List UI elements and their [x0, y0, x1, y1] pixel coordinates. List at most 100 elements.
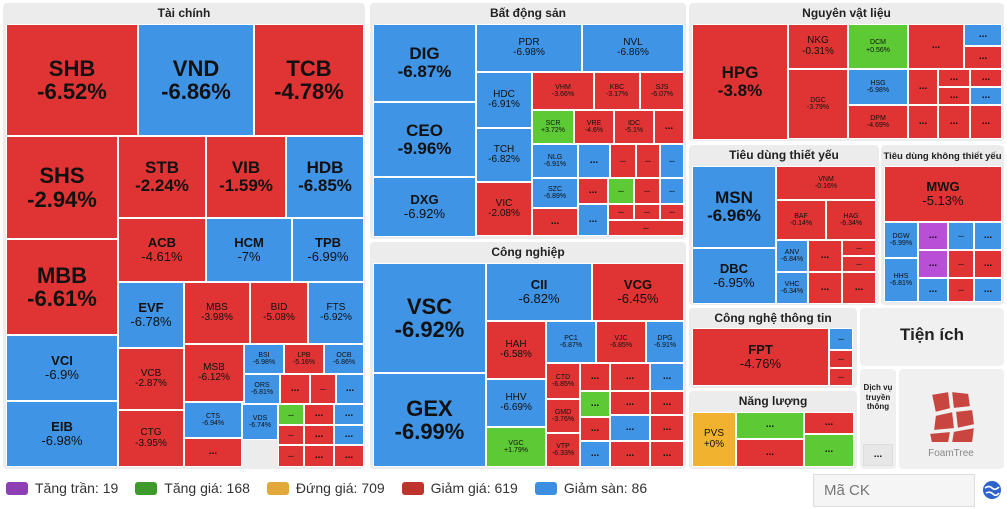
stock-tile-hdb[interactable]: HDB -6.85%: [286, 136, 364, 218]
more-tile[interactable]: ...: [948, 222, 974, 250]
stock-tile-shs[interactable]: SHS -2.94%: [6, 136, 118, 239]
stock-tile-hhv[interactable]: HHV -6.69%: [486, 379, 546, 427]
stock-tile-ocb[interactable]: OCB -6.86%: [324, 344, 364, 374]
stock-tile-vic[interactable]: VIC -2.08%: [476, 182, 532, 236]
stock-tile-gex[interactable]: GEX -6.99%: [373, 373, 486, 467]
more-tile[interactable]: ...: [964, 24, 1002, 46]
more-tile[interactable]: ...: [842, 272, 876, 304]
legend-item-tang-tran[interactable]: Tăng trần: 19: [6, 480, 118, 496]
more-tile[interactable]: ...: [278, 425, 304, 445]
more-tile[interactable]: ...: [804, 412, 854, 434]
stock-tile-pdr[interactable]: PDR -6.98%: [476, 24, 582, 72]
more-tile[interactable]: ...: [736, 439, 804, 467]
stock-tile-kbc[interactable]: KBC -3.17%: [594, 72, 640, 110]
stock-tile-nvl[interactable]: NVL -6.86%: [582, 24, 684, 72]
stock-tile-szc[interactable]: SZC -6.89%: [532, 178, 578, 208]
stock-tile-evf[interactable]: EVF -6.78%: [118, 282, 184, 348]
more-tile[interactable]: ...: [938, 69, 970, 87]
more-tile[interactable]: ...: [634, 178, 660, 204]
stock-tile-mbs[interactable]: MBS -3.98%: [184, 282, 250, 344]
stock-tile-vnm[interactable]: VNM -0.16%: [776, 166, 876, 200]
sector-tien-ich[interactable]: Tiện ích: [860, 308, 1004, 366]
stock-tile-dig[interactable]: DIG -6.87%: [373, 24, 476, 102]
stock-tile-pvs[interactable]: PVS +0%: [692, 412, 736, 467]
stock-tile-idc[interactable]: IDC -5.1%: [614, 110, 654, 144]
stock-tile-dcm[interactable]: DCM +0.56%: [848, 24, 908, 69]
more-tile[interactable]: ...: [974, 250, 1002, 278]
stock-tile-vjc[interactable]: VJC -6.85%: [596, 321, 646, 363]
stock-tile-vnd[interactable]: VND -6.86%: [138, 24, 254, 136]
more-tile[interactable]: ...: [842, 256, 876, 272]
stock-tile-acb[interactable]: ACB -4.61%: [118, 218, 206, 282]
more-tile[interactable]: ...: [938, 87, 970, 105]
more-tile[interactable]: ...: [654, 110, 684, 144]
stock-tile-tcb[interactable]: TCB -4.78%: [254, 24, 364, 136]
more-tile[interactable]: ...: [650, 391, 684, 415]
more-tile[interactable]: ...: [736, 412, 804, 439]
more-tile[interactable]: ...: [608, 220, 684, 236]
stock-tile-vhm[interactable]: VHM -3.66%: [532, 72, 594, 110]
more-tile[interactable]: ...: [278, 445, 304, 467]
more-tile[interactable]: ...: [304, 404, 334, 425]
stock-tile-dgc[interactable]: DGC -3.79%: [788, 69, 848, 139]
stock-tile-ctg[interactable]: CTG -3.95%: [118, 410, 184, 467]
stock-tile-dgw[interactable]: DGW -6.99%: [884, 222, 918, 258]
stock-tile-anv[interactable]: ANV -6.84%: [776, 240, 808, 272]
more-tile[interactable]: ...: [908, 24, 964, 69]
legend-item-giam-san[interactable]: Giảm sàn: 86: [534, 480, 647, 496]
more-tile[interactable]: ...: [970, 105, 1002, 139]
stock-tile-fpt[interactable]: FPT -4.76%: [692, 328, 829, 386]
more-tile[interactable]: ...: [650, 441, 684, 467]
stock-tile-hcm[interactable]: HCM -7%: [206, 218, 292, 282]
more-tile[interactable]: ...: [334, 404, 364, 425]
more-tile[interactable]: ...: [970, 87, 1002, 105]
stock-tile-nlg[interactable]: NLG -6.91%: [532, 144, 578, 178]
more-tile[interactable]: ...: [608, 204, 634, 220]
more-tile[interactable]: ...: [660, 144, 684, 178]
stock-tile-hpg[interactable]: HPG -3.8%: [692, 24, 788, 140]
more-tile[interactable]: ...: [948, 278, 974, 302]
more-tile[interactable]: ...: [608, 178, 634, 204]
more-tile[interactable]: ...: [278, 404, 304, 425]
more-tile[interactable]: ...: [970, 69, 1002, 87]
more-tile[interactable]: ...: [974, 278, 1002, 302]
more-tile[interactable]: ...: [974, 222, 1002, 250]
more-tile[interactable]: ...: [184, 438, 242, 467]
stock-tile-hah[interactable]: HAH -6.58%: [486, 321, 546, 379]
stock-tile-ctd[interactable]: CTD -6.85%: [546, 363, 580, 399]
more-tile[interactable]: ...: [938, 105, 970, 139]
more-tile[interactable]: ...: [310, 374, 336, 404]
more-tile[interactable]: ...: [610, 391, 650, 415]
more-tile[interactable]: ...: [334, 425, 364, 445]
stock-tile-bid[interactable]: BID -5.08%: [250, 282, 308, 344]
more-tile[interactable]: ...: [634, 204, 660, 220]
globe-icon[interactable]: [982, 480, 1002, 500]
stock-tile-stb[interactable]: STB -2.24%: [118, 136, 206, 218]
stock-tile-bsi[interactable]: BSI -6.98%: [244, 344, 284, 374]
more-tile[interactable]: ...: [804, 434, 854, 467]
more-tile[interactable]: ...: [829, 328, 853, 350]
stock-tile-dpm[interactable]: DPM -4.69%: [848, 105, 908, 139]
more-tile[interactable]: ...: [580, 441, 610, 467]
stock-tile-msb[interactable]: MSB -6.12%: [184, 344, 244, 402]
more-tile[interactable]: ...: [280, 374, 310, 404]
more-tile[interactable]: ...: [304, 445, 334, 467]
more-tile[interactable]: ...: [532, 208, 578, 236]
stock-tile-vcg[interactable]: VCG -6.45%: [592, 263, 684, 321]
more-tile[interactable]: ...: [578, 204, 608, 236]
stock-tile-hdc[interactable]: HDC -6.91%: [476, 72, 532, 128]
more-tile[interactable]: ...: [610, 441, 650, 467]
stock-tile-cts[interactable]: CTS -6.94%: [184, 402, 242, 438]
stock-tile-vcb[interactable]: VCB -2.87%: [118, 348, 184, 410]
more-tile[interactable]: ...: [829, 368, 853, 386]
stock-tile-ceo[interactable]: CEO -9.96%: [373, 102, 476, 177]
stock-tile-vds[interactable]: VDS -6.74%: [242, 404, 278, 440]
more-tile[interactable]: ...: [918, 278, 948, 302]
more-tile[interactable]: ...: [334, 445, 364, 467]
more-tile[interactable]: ...: [660, 178, 684, 204]
more-tile[interactable]: ...: [336, 374, 364, 404]
legend-item-giam-gia[interactable]: Giảm giá: 619: [401, 480, 518, 496]
stock-tile-vre[interactable]: VRE -4.6%: [574, 110, 614, 144]
stock-tile-eib[interactable]: EIB -6.98%: [6, 401, 118, 467]
stock-tile-vgc[interactable]: VGC +1.79%: [486, 427, 546, 467]
